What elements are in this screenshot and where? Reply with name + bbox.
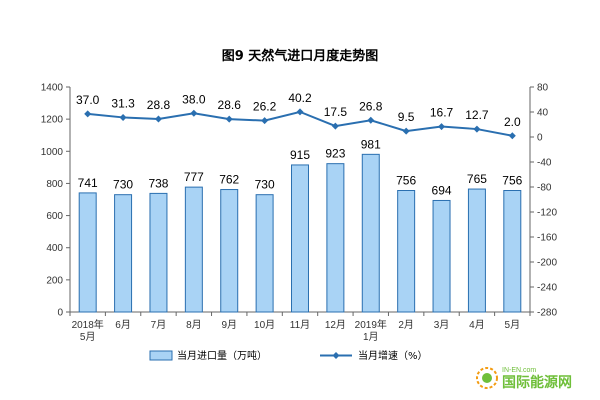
line-point [402,127,410,135]
line-point [473,125,481,133]
legend-line-label: 当月增速（%） [358,349,428,362]
line-value-label: 26.2 [253,100,277,114]
bar [220,189,239,313]
right-tick-label: -80 [537,183,552,194]
right-tick-label: -40 [537,158,552,169]
bar-value-label: 915 [290,148,310,162]
x-tick-label: 12月 [325,319,346,331]
bar-value-label: 981 [361,137,381,151]
bar-value-label: 777 [184,170,204,184]
legend-line-marker [332,352,340,359]
line-value-label: 26.8 [359,99,383,113]
x-tick-label: 6月 [115,319,131,331]
line-point [84,110,92,118]
watermark-domain: IN-EN.com [502,367,536,374]
bar [361,153,380,313]
watermark-logo-icon [476,367,498,389]
x-tick-label: 3月 [434,319,450,331]
bar [467,188,486,313]
bar-value-label: 762 [219,173,239,187]
line-point [119,113,127,121]
line-point [154,115,162,123]
bar-value-label: 694 [432,183,452,197]
bar-value-label: 756 [396,174,416,188]
bar-value-label: 765 [467,172,487,186]
left-tick-label: 1000 [41,147,64,158]
legend-bar-swatch [149,350,173,361]
line-point [331,122,339,130]
line-point [438,123,446,131]
x-tick-label: 10月 [254,319,275,331]
right-tick-label: -200 [537,258,557,269]
x-tick-label: 4月 [469,319,485,331]
x-tick-label: 1月 [363,331,379,343]
bar-value-label: 923 [325,147,345,161]
x-tick-label: 9月 [221,319,237,331]
bar [326,163,345,313]
right-tick-label: -240 [537,283,557,294]
line-value-label: 28.6 [218,98,242,112]
line-value-label: 40.2 [288,91,312,105]
bar-value-label: 756 [502,174,522,188]
watermark-logo-core [482,373,492,383]
line-value-label: 16.7 [430,106,454,120]
chart-title: 图9 天然气进口月度走势图 [222,48,379,64]
bar [503,190,522,313]
bar [432,199,451,313]
line-value-label: 38.0 [182,92,206,106]
x-tick-label: 5月 [80,331,96,343]
left-tick-label: 400 [46,243,63,254]
right-tick-label: -120 [537,208,557,219]
bar-value-label: 738 [148,176,168,190]
right-tick-label: 80 [537,83,549,94]
bar [114,194,133,313]
left-tick-label: 1400 [41,83,64,94]
right-tick-label: 0 [537,133,543,144]
x-tick-label: 8月 [186,319,202,331]
line-point [225,115,233,123]
right-tick-label: -280 [537,308,557,319]
bar-value-label: 741 [78,176,98,190]
x-tick-label: 2019年 [355,318,387,331]
left-tick-label: 200 [46,275,63,286]
bar [149,192,168,313]
right-tick-label: -160 [537,233,557,244]
bar [291,164,309,313]
line-point [367,116,375,124]
x-tick-label: 2月 [398,319,414,331]
line-point [296,108,304,116]
x-tick-label: 2018年 [72,318,104,331]
x-tick-label: 5月 [505,319,521,331]
legend-bar-label: 当月进口量（万吨） [177,349,267,362]
line-value-label: 17.5 [324,105,348,119]
bar [255,194,274,313]
x-tick-label: 7月 [151,319,167,331]
line-value-label: 37.0 [76,93,100,107]
line-value-label: 31.3 [111,96,135,110]
line-point [190,109,198,117]
left-tick-label: 1200 [41,115,64,126]
bar-value-label: 730 [113,178,133,192]
right-tick-label: 40 [537,108,549,119]
x-tick-label: 11月 [290,319,310,331]
bar [78,192,97,313]
line-value-label: 12.7 [465,108,489,122]
left-tick-label: 0 [57,308,63,319]
bar-value-label: 730 [255,178,275,192]
bar [397,190,416,313]
left-tick-label: 800 [46,179,63,190]
line-value-label: 2.0 [504,115,521,129]
bar [184,186,203,313]
left-tick-label: 600 [46,211,63,222]
line-value-label: 9.5 [398,110,415,124]
watermark-name: 国际能源网 [502,374,572,391]
line-value-label: 28.8 [147,98,171,112]
line-point [261,117,269,125]
line-point [508,132,516,140]
